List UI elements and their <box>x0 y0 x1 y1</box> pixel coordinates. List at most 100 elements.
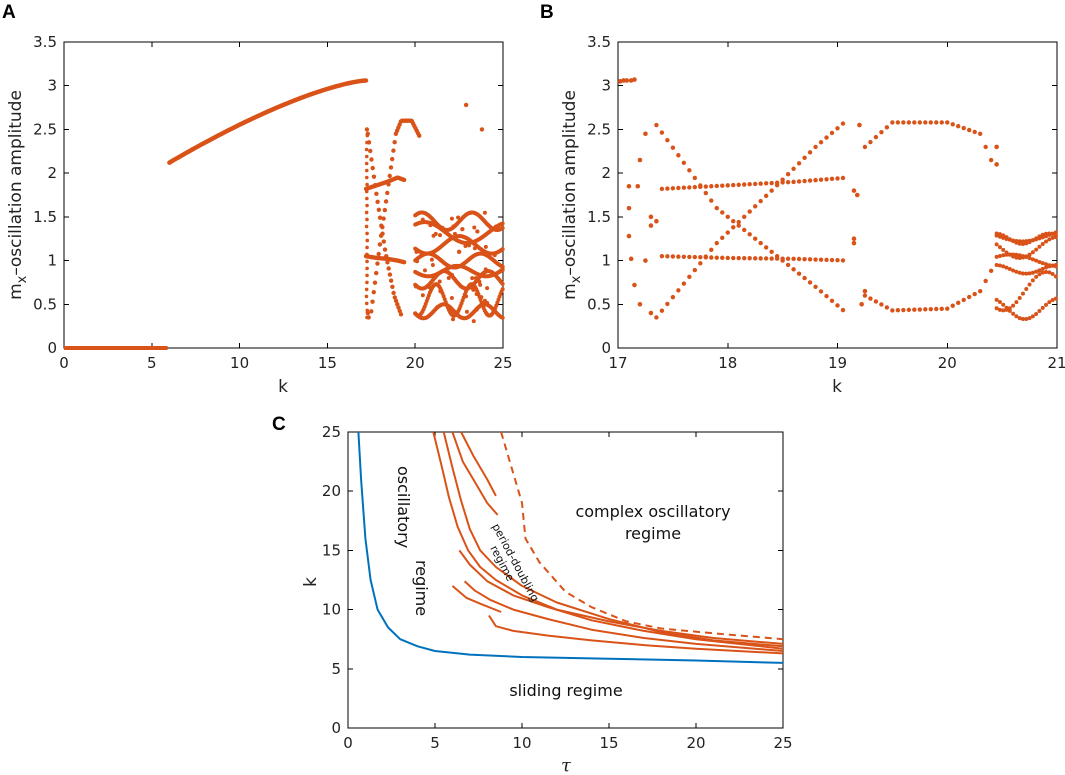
series-decreasing-diagonal-dot <box>665 137 670 143</box>
series-increasing-diagonal-dot <box>785 172 791 177</box>
series-decreasing-diagonal-dot <box>736 223 741 228</box>
series-transition-dot <box>632 282 637 288</box>
series-complex-regime-dot <box>446 276 451 281</box>
series-complex-tail-dot <box>1007 267 1012 272</box>
series-lower-near-flat-dot <box>818 257 824 262</box>
series-complex-regime-dot <box>468 210 473 215</box>
series-complex-tail-dot <box>1053 233 1058 238</box>
series-complex-regime-dot <box>470 276 475 281</box>
series-complex-tail-dot <box>1047 237 1052 242</box>
series-top-arc-dot <box>912 120 917 125</box>
series-increasing-diagonal-dot <box>714 240 719 246</box>
series-upper-near-flat-dot <box>824 177 829 182</box>
series-lower-near-flat-dot <box>731 255 736 261</box>
series-complex-tail-dot <box>1027 271 1032 276</box>
panel-b-ytick-label: 2 <box>601 164 611 182</box>
series-upper-near-flat-dot <box>736 182 741 187</box>
series-complex-tail-dot <box>1044 302 1049 307</box>
series-upper-near-flat-dot <box>818 177 824 182</box>
series-upper-near-flat-dot <box>709 184 714 189</box>
series-complex-regime-dot <box>464 309 469 314</box>
series-branch-2b-dot <box>371 289 376 295</box>
series-top-arc-dot <box>917 120 923 125</box>
series-branch-2a-dot <box>372 183 378 188</box>
series-complex-tail-dot <box>1047 231 1052 236</box>
series-complex-tail-dot <box>1014 252 1019 257</box>
series-complex-tail-dot <box>1017 316 1022 321</box>
series-increasing-diagonal-dot <box>807 150 813 155</box>
series-complex-tail-dot <box>1024 317 1029 322</box>
series-branch-2b-dot <box>372 280 378 285</box>
series-upper-near-flat-dot <box>687 185 692 190</box>
series-complex-regime-dot <box>449 272 454 277</box>
panel-c-xtick-label: 10 <box>512 734 531 752</box>
series-lower-near-flat-dot <box>796 256 802 262</box>
series-lower-near-flat-dot <box>763 256 769 261</box>
panel-a-ylabel-rest: –oscillation amplitude <box>6 90 26 276</box>
series-transition-dot <box>851 240 857 246</box>
series-top-arc-dot <box>901 120 906 125</box>
series-decreasing-diagonal-dot <box>829 298 835 303</box>
series-complex-regime-dot <box>463 244 468 249</box>
series-complex-regime-dot <box>433 231 438 236</box>
series-upper-near-flat-dot <box>725 183 730 188</box>
series-top-arc-dot <box>890 120 895 125</box>
series-bifurcation-column-dot <box>364 161 369 166</box>
series-decreasing-diagonal-dot <box>791 267 796 272</box>
series-complex-tail-dot <box>1017 241 1022 246</box>
series-transition-dot <box>654 218 659 224</box>
series-complex-regime-dot <box>473 276 478 281</box>
series-branch-2a-dot <box>382 247 388 252</box>
series-branch-2b-dot <box>375 261 380 266</box>
series-complex-tail-dot <box>1030 270 1035 275</box>
series-decreasing-diagonal-dot <box>785 262 791 268</box>
series-complex-regime-dot <box>485 300 490 305</box>
series-complex-tail-dot <box>1050 235 1055 240</box>
series-complex-tail-dot <box>1014 269 1019 274</box>
series-complex-tail-dot <box>1034 236 1039 241</box>
series-increasing-diagonal-dot <box>709 247 714 253</box>
series-top-arc-dot <box>923 120 928 125</box>
series-complex-tail-dot <box>1037 234 1042 239</box>
panel-b-ylabel-sub: x <box>569 275 584 283</box>
series-complex-regime-dot <box>451 317 456 322</box>
series-increasing-diagonal-dot <box>676 288 681 293</box>
panel-c-ytick-label: 0 <box>331 719 341 737</box>
series-complex-regime-dot <box>420 293 425 298</box>
series-complex-tail-dot <box>1020 241 1025 246</box>
series-complex-tail-dot <box>1014 240 1019 245</box>
series-decreasing-diagonal-dot <box>720 210 725 215</box>
series-orange-curve-2 <box>442 431 784 648</box>
series-complex-regime-dot <box>500 281 505 286</box>
series-top-arc-dot <box>906 120 912 125</box>
series-complex-tail-dot <box>1044 262 1049 267</box>
series-bifurcation-column-dot <box>365 245 369 250</box>
panel-a-ticks: 0 5 10 15 20 25 0 0.5 1 1.5 2 2.5 3 3.5 <box>33 33 512 372</box>
series-top-arc-dot <box>977 131 983 136</box>
series-lower-near-flat-dot <box>813 257 818 262</box>
series-lower-near-flat-dot <box>840 258 846 263</box>
region-oscillatory: oscillatory <box>394 466 413 548</box>
panel-b-axes-box <box>617 41 1058 349</box>
series-transition-dot <box>851 236 857 242</box>
series-transition-dot <box>626 183 632 189</box>
panel-a-ytick-label: 0 <box>47 339 57 357</box>
series-branch-2a-dot <box>385 260 390 265</box>
series-complex-tail-dot <box>1011 252 1016 257</box>
panel-c-ytick-label: 10 <box>322 601 341 619</box>
series-bottom-arc-dot <box>934 306 939 312</box>
series-decreasing-diagonal-dot <box>676 153 681 158</box>
series-complex-tail-dot <box>1001 264 1006 269</box>
series-decreasing-diagonal-dot <box>692 175 698 181</box>
series-complex-tail-dot <box>1034 311 1039 316</box>
series-oscillation-boundary <box>357 431 784 664</box>
panel-b-ytick-label: 3 <box>601 77 611 95</box>
series-branch-2b-dot <box>389 156 395 162</box>
series-decreasing-diagonal-dot <box>687 168 692 173</box>
series-complex-regime-dot <box>489 227 494 232</box>
series-decreasing-diagonal-dot <box>840 307 846 313</box>
region-complex-line2: regime <box>625 524 681 543</box>
series-branch-2a-dot <box>388 278 394 283</box>
series-lower-near-flat-dot <box>709 255 714 260</box>
